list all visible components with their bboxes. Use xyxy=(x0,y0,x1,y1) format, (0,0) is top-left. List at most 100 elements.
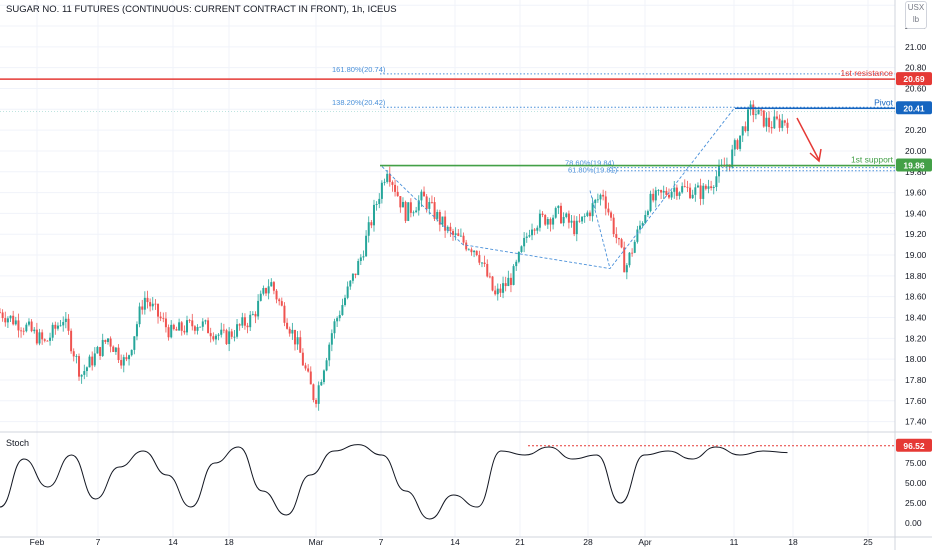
pivot-level-tag: 20.41 xyxy=(903,103,925,113)
candle-body xyxy=(675,187,678,196)
candle-body xyxy=(433,202,436,219)
candle xyxy=(462,232,465,246)
candle xyxy=(670,190,673,200)
candle xyxy=(93,347,96,368)
candle xyxy=(565,212,568,219)
time-tick-label: 18 xyxy=(788,537,798,547)
candle-body xyxy=(209,333,212,337)
candle-body xyxy=(452,231,455,235)
candle-body xyxy=(217,334,220,336)
candle-body xyxy=(741,126,744,136)
candle-body xyxy=(654,190,657,201)
candle xyxy=(83,364,86,380)
candle xyxy=(620,237,623,249)
candle-body xyxy=(59,325,62,327)
candle xyxy=(712,185,715,195)
candle xyxy=(359,254,362,266)
candle-body xyxy=(357,261,360,275)
candle xyxy=(702,182,705,205)
candle-body xyxy=(615,234,618,239)
candle xyxy=(254,311,257,324)
candle xyxy=(617,237,620,246)
resistance-level: 1st resistance 20.69 xyxy=(0,68,932,86)
candle xyxy=(204,319,207,325)
candle xyxy=(739,135,742,152)
candle xyxy=(41,329,44,345)
candle-body xyxy=(462,235,465,243)
candle xyxy=(378,193,381,209)
candle xyxy=(275,288,278,304)
candle xyxy=(475,250,478,257)
candle xyxy=(27,318,30,327)
candle-body xyxy=(170,324,173,338)
candle xyxy=(631,248,634,257)
candle xyxy=(143,291,146,315)
candle-body xyxy=(291,329,294,334)
candle xyxy=(612,214,615,238)
candle-body xyxy=(733,140,736,150)
candle-body xyxy=(404,201,407,221)
candle xyxy=(199,326,202,328)
candle-body xyxy=(349,280,352,287)
candle xyxy=(731,144,734,169)
harmonic-pattern-line xyxy=(381,106,736,270)
candle xyxy=(391,180,394,192)
candle xyxy=(230,328,233,340)
candle xyxy=(56,322,59,331)
candle-body xyxy=(317,385,320,404)
candle-body xyxy=(204,320,207,322)
candle xyxy=(744,121,747,133)
candle xyxy=(517,251,520,264)
candle xyxy=(654,186,657,208)
candle xyxy=(209,327,212,343)
candle xyxy=(696,182,699,188)
candle xyxy=(4,311,7,327)
candle xyxy=(349,280,352,290)
candle xyxy=(225,328,228,346)
candle-body xyxy=(628,252,631,266)
time-tick-label: 28 xyxy=(583,537,593,547)
candle-body xyxy=(538,213,541,228)
candle-body xyxy=(415,210,418,213)
candle xyxy=(531,223,534,241)
candle-body xyxy=(43,339,46,341)
candle xyxy=(180,320,183,336)
candle-body xyxy=(531,229,534,236)
candle-body xyxy=(159,316,162,319)
candle xyxy=(715,170,718,192)
candle xyxy=(746,106,749,137)
candle-body xyxy=(488,276,491,278)
candle xyxy=(183,325,186,335)
candle-body xyxy=(515,261,518,267)
candle xyxy=(586,210,589,218)
candle xyxy=(270,278,273,287)
candle xyxy=(217,333,220,341)
candle-body xyxy=(304,365,307,369)
candle-body xyxy=(470,249,473,253)
candle xyxy=(567,210,570,229)
pivot-level: Pivot 20.41 xyxy=(735,97,932,115)
time-tick-label: 25 xyxy=(863,537,873,547)
candle xyxy=(85,366,88,377)
candle xyxy=(733,138,736,157)
candle-body xyxy=(146,297,149,303)
candle-body xyxy=(46,340,49,342)
stoch-tick-label: 25.00 xyxy=(905,498,927,508)
price-tick-label: 21.00 xyxy=(905,42,927,52)
currency-unit-button[interactable]: USX lb xyxy=(905,1,927,29)
candle xyxy=(504,276,507,292)
candle-body xyxy=(683,186,686,187)
candle-body xyxy=(193,326,196,331)
candle xyxy=(615,227,618,244)
candle xyxy=(78,353,81,381)
candle xyxy=(109,336,112,353)
candle xyxy=(38,328,41,346)
candle-body xyxy=(27,321,30,325)
candle-body xyxy=(646,211,649,215)
candle xyxy=(330,329,333,352)
candle-body xyxy=(238,324,241,326)
candle xyxy=(185,315,188,336)
candle xyxy=(272,280,275,295)
